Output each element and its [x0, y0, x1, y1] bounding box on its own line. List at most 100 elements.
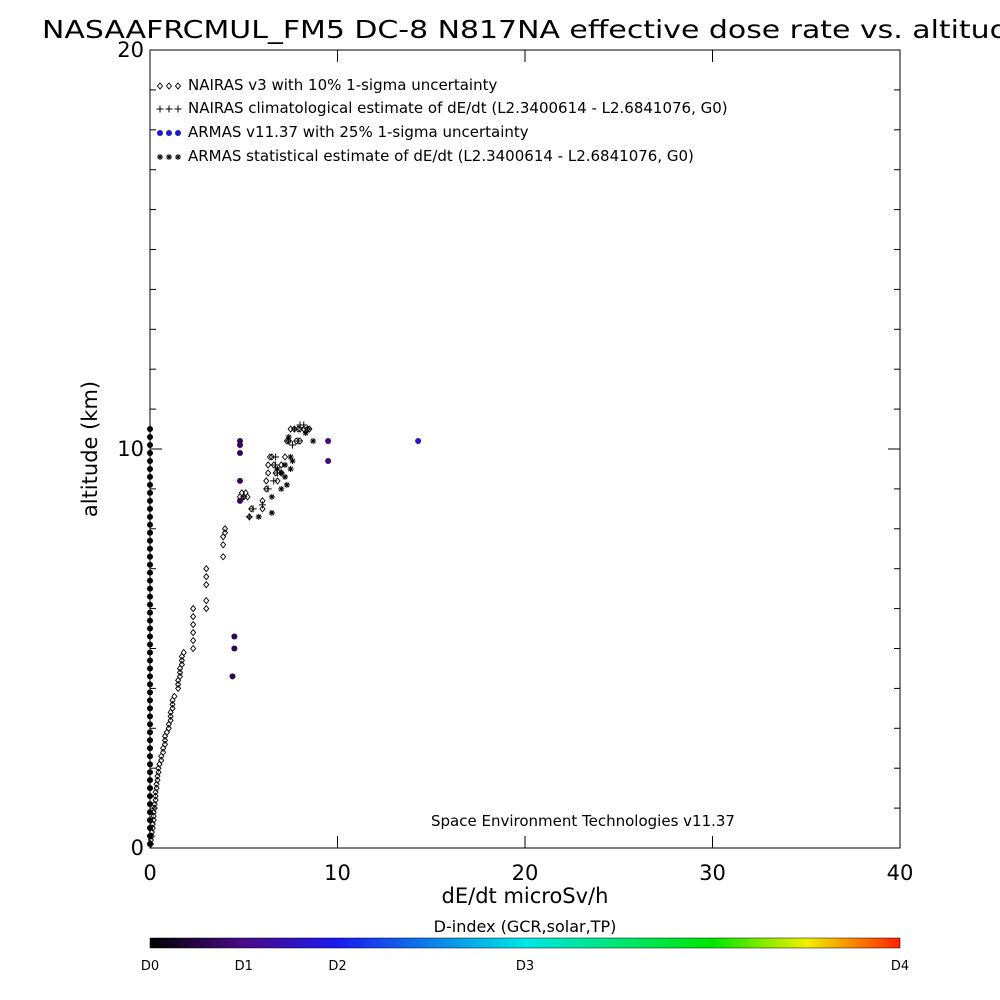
data-point-plus	[270, 477, 278, 485]
data-point-dot	[147, 505, 153, 512]
legend-marker-plus	[156, 105, 164, 113]
data-point-diamond	[203, 596, 210, 605]
data-point-diamond	[152, 796, 159, 804]
data-point-dot	[147, 537, 153, 544]
data-point-diamond	[203, 604, 210, 613]
data-point-dot	[147, 713, 153, 720]
data-point-diamond	[281, 453, 289, 461]
x-tick-label: 40	[887, 861, 914, 885]
data-point-asterisk	[283, 481, 290, 488]
data-point-diamond	[178, 652, 185, 661]
data-point-dot	[147, 585, 153, 592]
legend-marker-diamond	[165, 82, 173, 90]
data-point-diamond	[221, 529, 229, 537]
data-point-plus	[272, 453, 280, 461]
data-point-dot	[147, 649, 153, 656]
data-point-dot	[147, 833, 153, 840]
data-point-diamond	[263, 477, 270, 485]
legend-label-armas: ARMAS v11.37 with 25% 1-sigma uncertaint…	[188, 123, 529, 141]
legend-entry-nairas: NAIRAS v3 with 10% 1-sigma uncertainty	[156, 76, 497, 94]
data-point-diamond	[268, 453, 275, 461]
data-point-diamond	[163, 728, 170, 736]
data-point-dot	[231, 645, 238, 652]
data-point-asterisk	[285, 434, 292, 441]
data-point-dot	[229, 673, 236, 680]
data-point-asterisk	[310, 438, 317, 445]
data-point-dot	[147, 705, 153, 712]
data-point-dot	[147, 665, 153, 672]
data-point-asterisk	[289, 457, 296, 464]
data-point-asterisk	[278, 485, 285, 492]
data-point-diamond	[278, 461, 285, 469]
x-tick-label: 20	[512, 861, 539, 885]
data-point-diamond	[176, 664, 184, 673]
legend-marker-plus	[165, 105, 173, 113]
data-point-dot	[147, 481, 153, 488]
data-point-diamond	[178, 656, 185, 665]
chart-annotation: Space Environment Technologies v11.37	[431, 812, 735, 830]
data-point-diamond	[169, 696, 176, 705]
data-point-dot	[147, 426, 153, 433]
data-point-plus	[245, 513, 253, 521]
legend-marker-diamond	[156, 82, 164, 90]
data-point-asterisk	[268, 493, 275, 500]
data-point-dot	[147, 689, 153, 696]
y-tick-label: 0	[131, 836, 144, 860]
data-point-plus	[300, 421, 308, 429]
data-point-dot	[237, 497, 243, 504]
plot-frame	[149, 49, 901, 849]
data-point-dot	[147, 745, 153, 752]
data-point-dot	[147, 609, 153, 616]
data-point-diamond	[244, 493, 251, 501]
legend-marker-asterisk	[175, 154, 181, 160]
data-point-diamond	[190, 636, 197, 645]
data-point-dot	[147, 561, 153, 568]
data-point-dot	[147, 545, 153, 552]
colorbar-title: D-index (GCR,solar,TP)	[434, 917, 617, 936]
colorbar-label: D2	[328, 959, 346, 974]
data-point-plus	[240, 493, 248, 501]
data-point-diamond	[274, 477, 281, 485]
data-point-dot	[147, 497, 153, 504]
data-point-diamond	[167, 712, 174, 721]
data-point-diamond	[176, 672, 184, 681]
data-point-diamond	[167, 716, 174, 725]
data-point-dot	[147, 473, 153, 480]
data-point-dot	[147, 657, 153, 664]
data-point-diamond	[203, 572, 210, 581]
data-point-diamond	[175, 676, 182, 685]
data-point-diamond	[220, 541, 227, 549]
legend-label-nairas-climatological: NAIRAS climatological estimate of dE/dt …	[188, 99, 728, 117]
data-point-diamond	[220, 553, 227, 561]
data-point-diamond	[266, 453, 274, 461]
data-point-dot	[147, 785, 153, 792]
data-point-plus	[259, 501, 266, 509]
legend-marker-dot	[175, 130, 181, 136]
x-tick-label: 0	[143, 861, 156, 885]
legend-symbol-plus	[156, 105, 182, 113]
legend-label-armas-statistical: ARMAS statistical estimate of dE/dt (L2.…	[188, 147, 694, 165]
data-point-dot	[147, 442, 153, 449]
data-point-diamond	[259, 505, 266, 513]
data-point-dot	[147, 841, 153, 848]
data-point-dot	[237, 438, 243, 445]
data-point-diamond	[165, 724, 172, 733]
legend: NAIRAS v3 with 10% 1-sigma uncertainty N…	[156, 76, 728, 165]
data-point-diamond	[150, 812, 157, 820]
data-point-dot	[147, 521, 153, 528]
data-point-diamond	[155, 768, 162, 776]
y-tick-label: 10	[117, 437, 144, 461]
data-point-diamond	[176, 668, 184, 677]
data-point-diamond	[167, 708, 174, 717]
data-point-dot	[147, 633, 153, 640]
data-point-diamond	[153, 780, 160, 788]
data-point-plus	[249, 505, 257, 513]
x-tick-label: 10	[324, 861, 351, 885]
legend-label-nairas: NAIRAS v3 with 10% 1-sigma uncertainty	[188, 76, 497, 94]
data-point-asterisk	[268, 509, 275, 516]
data-point-diamond	[152, 792, 159, 800]
data-point-diamond	[158, 752, 165, 760]
data-point-diamond	[190, 628, 197, 637]
legend-entry-nairas-climatological: NAIRAS climatological estimate of dE/dt …	[156, 99, 728, 117]
colorbar-label: D3	[516, 959, 534, 974]
